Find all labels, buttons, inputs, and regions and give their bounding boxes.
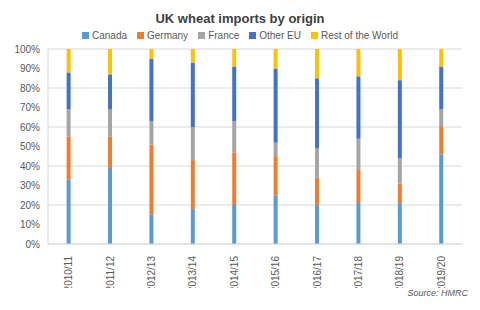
html-text:Canada: Canada (92, 30, 127, 41)
svg-text:2014/15: 2014/15 (229, 256, 240, 288)
svg-text:20%: 20% (20, 200, 40, 211)
svg-text:70%: 70% (20, 102, 40, 113)
html-text:Germany: Germany (147, 30, 189, 41)
html-text:Other EU: Other EU (259, 30, 301, 41)
svg-text:2012/13: 2012/13 (146, 256, 157, 288)
svg-text:2013/14: 2013/14 (187, 256, 198, 288)
svg-text:2015/16: 2015/16 (270, 256, 281, 288)
svg-text:2018/19: 2018/19 (394, 256, 405, 288)
svg-text:2019/20: 2019/20 (436, 256, 447, 288)
svg-text:2011/12: 2011/12 (105, 256, 116, 288)
svg-text:2016/17: 2016/17 (312, 256, 323, 288)
html-text:Source: HMRC: Source: HMRC (407, 288, 468, 298)
svg-text:40%: 40% (20, 161, 40, 172)
svg-text:2010/11: 2010/11 (63, 256, 74, 288)
svg-text:10%: 10% (20, 219, 40, 230)
svg-text:100%: 100% (14, 44, 40, 55)
svg-text:30%: 30% (20, 180, 40, 191)
html-text:France: France (208, 30, 240, 41)
svg-text:50%: 50% (20, 141, 40, 152)
svg-text:90%: 90% (20, 63, 40, 74)
svg-text:60%: 60% (20, 122, 40, 133)
svg-text:0%: 0% (26, 239, 41, 250)
html-text:Rest of the World: Rest of the World (320, 30, 398, 41)
html-text:UK wheat imports by origin: UK wheat imports by origin (155, 11, 325, 26)
svg-text:80%: 80% (20, 83, 40, 94)
svg-text:2017/18: 2017/18 (353, 256, 364, 288)
